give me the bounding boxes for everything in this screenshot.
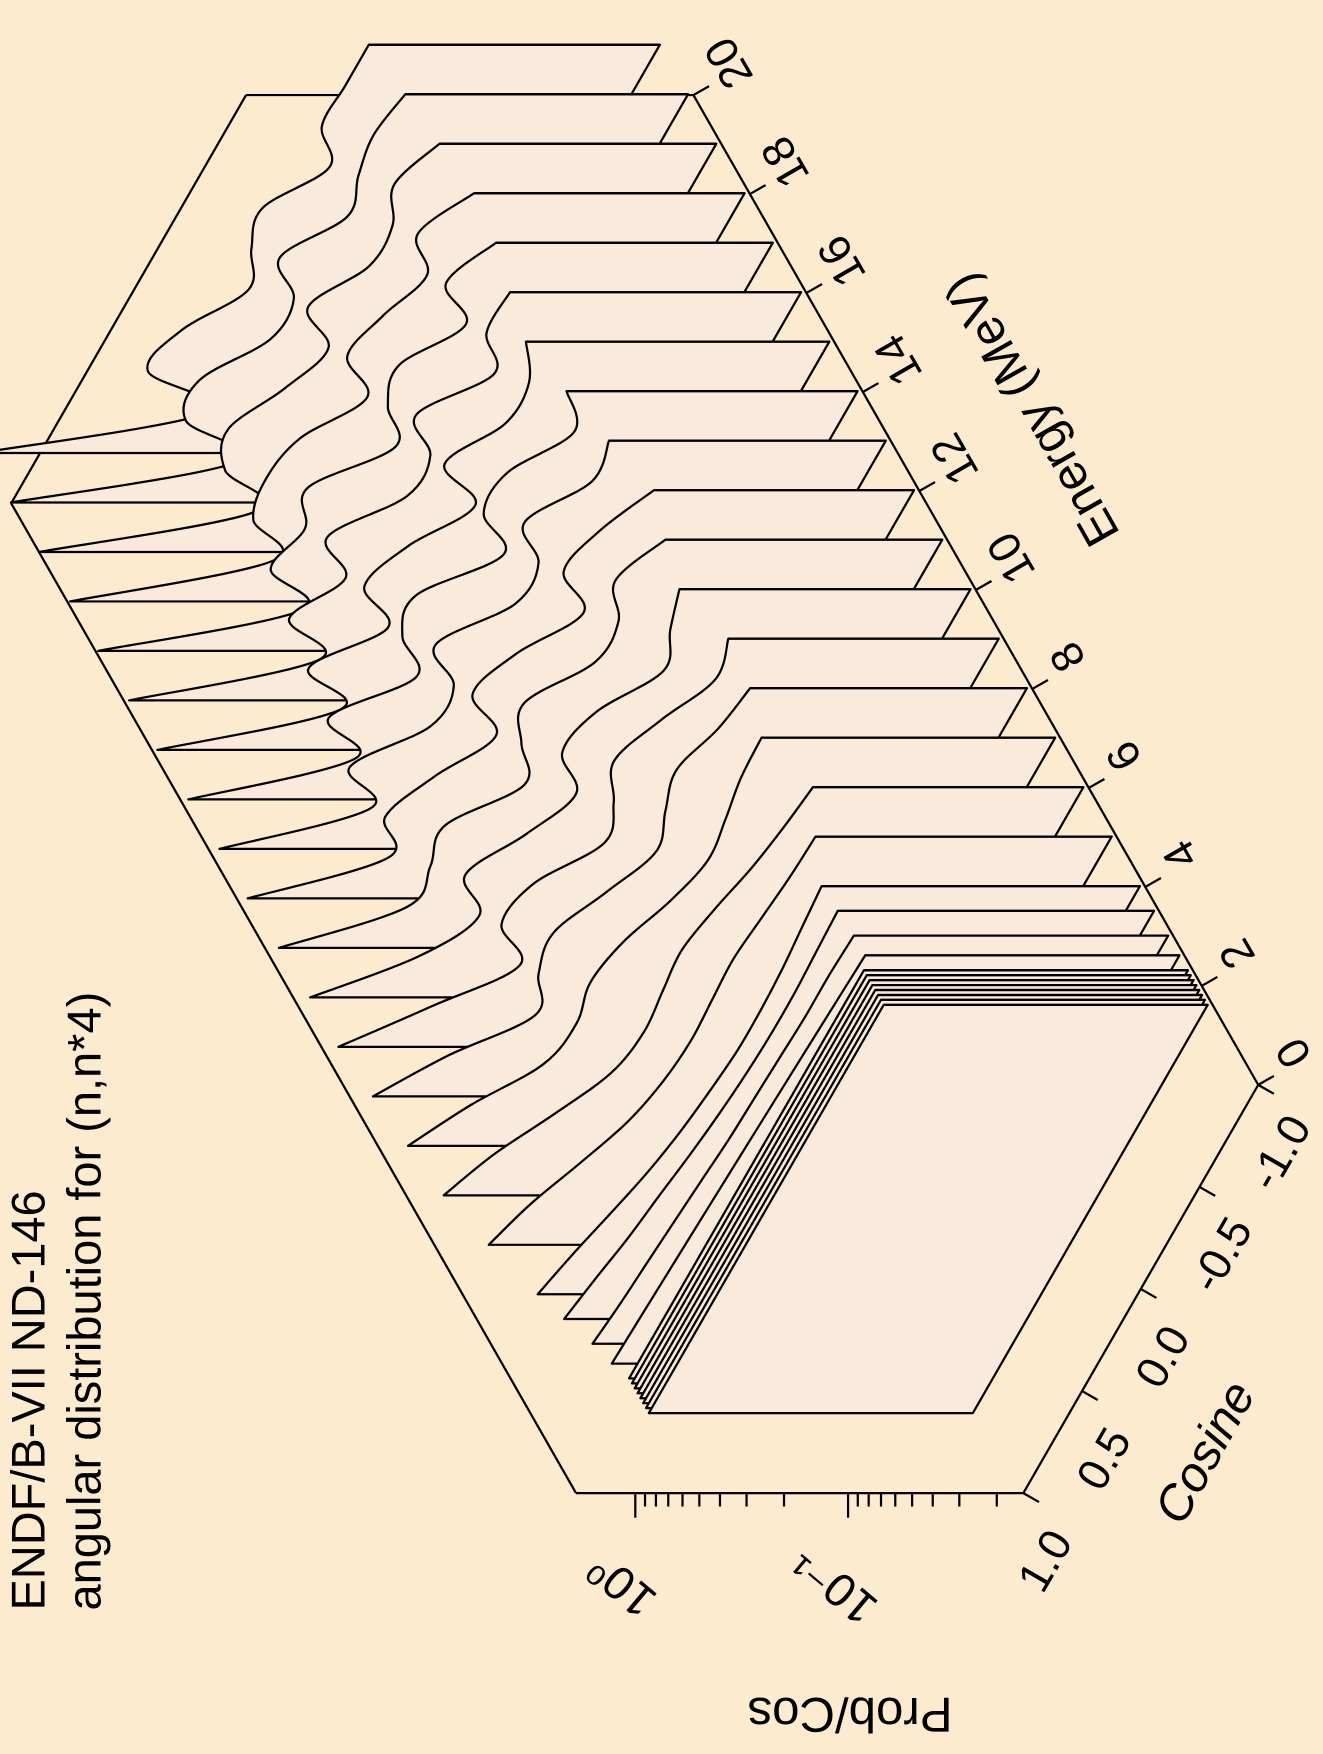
cosine-axis: [1022, 1084, 1260, 1494]
energy-tick: [1031, 679, 1049, 690]
cosine-tick: [1198, 1185, 1216, 1197]
energy-tick: [862, 382, 880, 393]
frame-edge: [10, 502, 577, 1494]
cosine-tick: [1022, 1492, 1040, 1504]
chart-title: ENDF/B-VII ND-146: [2, 1190, 55, 1610]
chart-subtitle: angular distribution for (n,n*4): [58, 992, 111, 1611]
frame-edge: [10, 94, 248, 504]
energy-tick: [692, 85, 710, 97]
energy-tick: [1201, 975, 1218, 987]
cosine-tick: [1257, 1083, 1275, 1095]
plot-group: ENDF/B-VII ND-146 angular distribution f…: [0, 29, 1321, 1742]
distribution-curve: [647, 1003, 1209, 1415]
energy-tick: [1144, 876, 1162, 888]
energy-tick: [805, 283, 823, 294]
energy-tick: [1257, 1074, 1275, 1086]
energy-tick: [975, 580, 993, 591]
cosine-tick: [1081, 1390, 1099, 1401]
cosine-tick: [1140, 1288, 1158, 1299]
prob-axis-label: Prob/Cos: [747, 1687, 952, 1742]
energy-tick: [918, 481, 936, 492]
energy-tick: [749, 184, 767, 196]
energy-tick: [1088, 778, 1106, 789]
